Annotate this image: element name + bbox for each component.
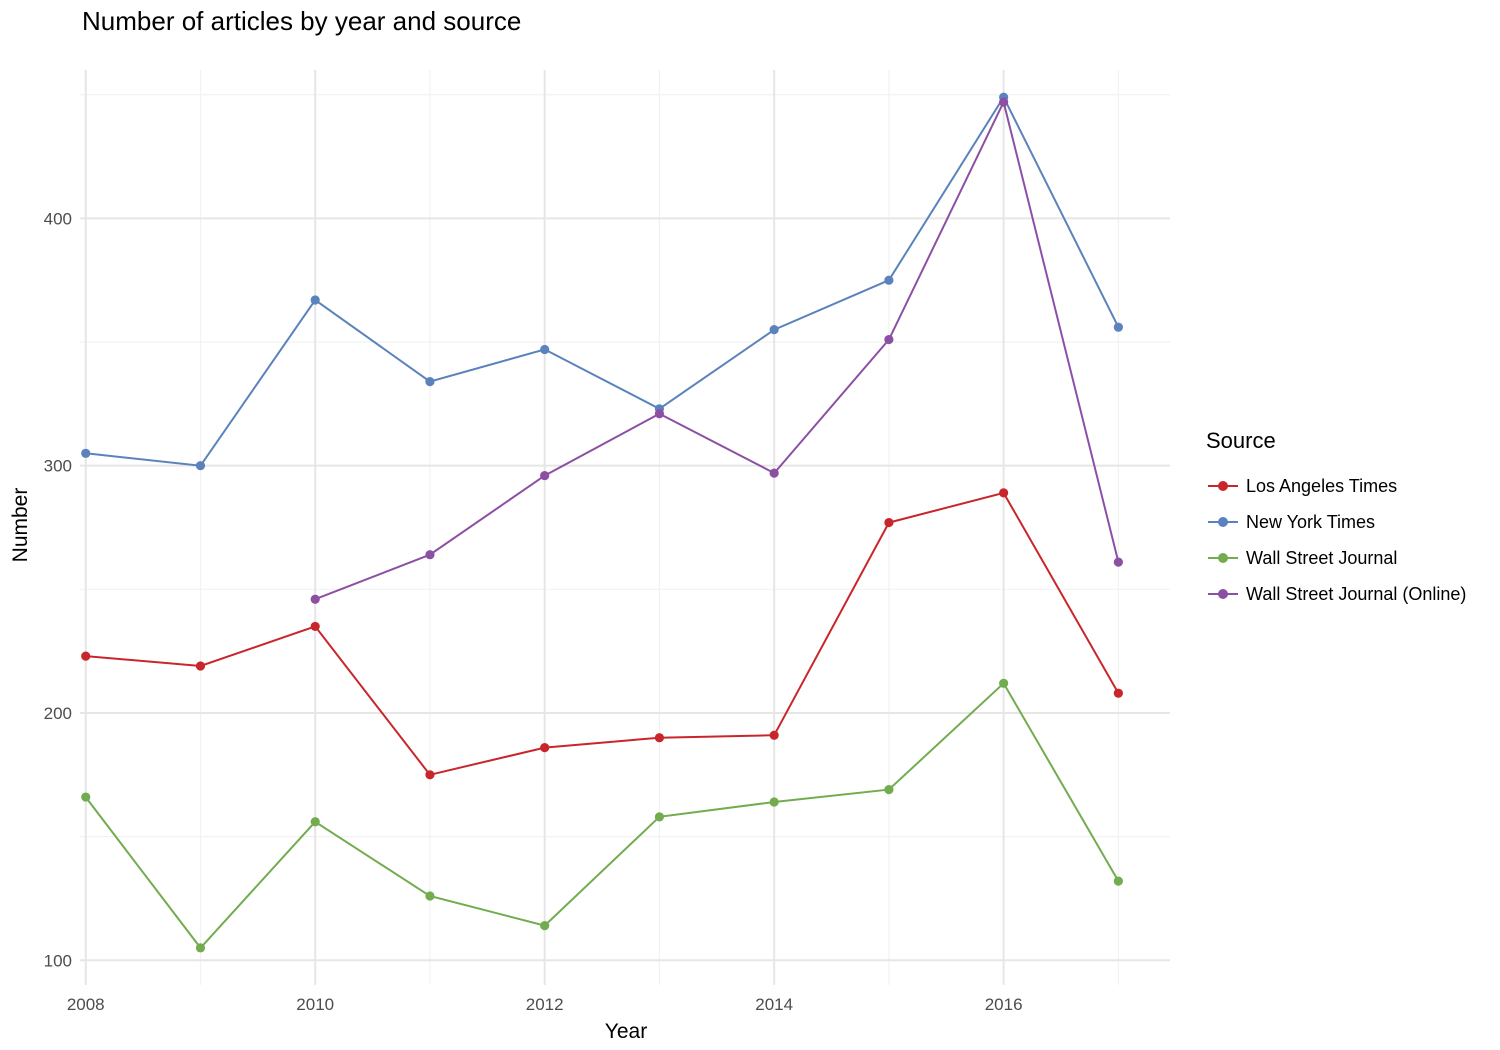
data-point [310, 817, 320, 827]
data-point [769, 797, 779, 807]
y-tick-label: 400 [44, 209, 72, 228]
data-point [654, 812, 665, 822]
legend-item: Wall Street Journal [1206, 540, 1466, 576]
legend-item: New York Times [1206, 504, 1466, 540]
legend-key [1206, 548, 1240, 568]
data-point [884, 517, 894, 528]
data-point [540, 921, 550, 931]
y-tick-label: 200 [44, 704, 72, 723]
y-axis-ticks: 100 200 300 400 [44, 209, 72, 970]
x-tick-label: 2010 [296, 995, 334, 1014]
series-lines [84, 95, 1120, 950]
data-point [425, 891, 435, 901]
legend-title: Source [1206, 428, 1276, 453]
data-point [654, 409, 665, 419]
data-point [769, 325, 779, 335]
grid-lines [80, 70, 1170, 985]
data-point [769, 730, 779, 740]
data-point [425, 376, 435, 387]
data-point [999, 488, 1009, 498]
legend-label: Wall Street Journal [1246, 547, 1398, 568]
legend: Source Los Angeles Times New York Times Wa… [1206, 428, 1466, 612]
series-line [85, 491, 1120, 776]
data-point [195, 661, 206, 671]
data-point [81, 651, 91, 661]
data-point [310, 594, 320, 604]
data-point [999, 97, 1009, 107]
series-line [84, 681, 1120, 950]
data-point [1113, 322, 1123, 332]
series-line [314, 99, 1120, 601]
x-tick-label: 2008 [67, 995, 105, 1014]
legend-key [1206, 512, 1240, 532]
data-point [195, 461, 206, 471]
data-point [540, 742, 550, 753]
data-point [884, 785, 894, 795]
series-line [85, 95, 1120, 467]
data-point [195, 943, 206, 953]
x-tick-label: 2012 [526, 995, 564, 1014]
data-point [1113, 688, 1123, 698]
legend-item: Los Angeles Times [1206, 468, 1466, 504]
y-axis-title: Number [9, 488, 32, 563]
data-point [1113, 876, 1123, 886]
data-point [1113, 557, 1123, 567]
chart-title: Number of articles by year and source [82, 6, 522, 36]
y-tick-label: 300 [44, 457, 72, 476]
x-axis-ticks: 2008 2010 2012 2014 2016 [67, 995, 1023, 1014]
data-point [769, 468, 779, 478]
data-point [540, 470, 550, 481]
data-point [654, 733, 665, 743]
legend-label: Los Angeles Times [1246, 475, 1398, 496]
data-point [425, 550, 435, 560]
data-point [310, 295, 320, 305]
data-point [81, 792, 91, 802]
data-point [310, 621, 320, 632]
data-point [999, 678, 1009, 688]
legend-key [1206, 476, 1240, 496]
y-tick-label: 100 [44, 951, 72, 970]
data-point [425, 770, 435, 780]
legend-key [1206, 584, 1240, 604]
x-tick-label: 2014 [755, 995, 793, 1014]
series-points [81, 92, 1123, 953]
legend-item: Wall Street Journal (Online) [1206, 576, 1466, 612]
legend-items: Los Angeles Times New York Times Wall Stre… [1206, 468, 1466, 612]
data-point [540, 344, 550, 355]
data-point [81, 448, 91, 458]
x-axis-title: Year [605, 1020, 647, 1043]
legend-label: New York Times [1246, 511, 1376, 532]
legend-label: Wall Street Journal (Online) [1246, 583, 1467, 604]
x-tick-label: 2016 [985, 995, 1023, 1014]
data-point [884, 334, 894, 345]
data-point [884, 275, 894, 285]
